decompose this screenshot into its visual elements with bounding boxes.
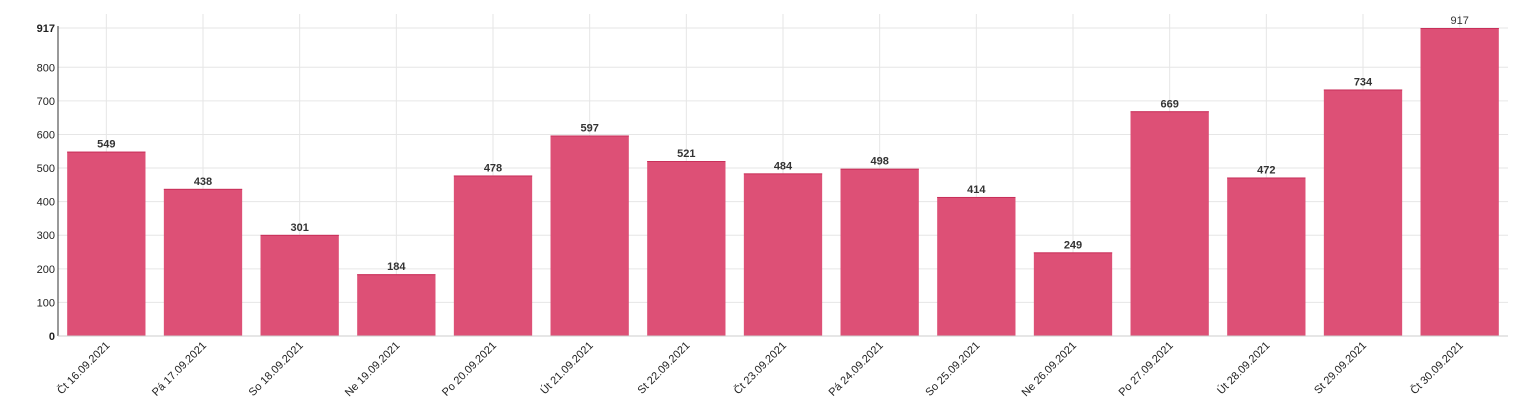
data-label: 669 xyxy=(1160,98,1178,110)
x-tick-label: So 25.09.2021 xyxy=(923,340,982,399)
data-labels-layer: 549 438 301 184 478 597 521 484 498 414 249 669 472 7… xyxy=(97,15,1469,273)
bar[interactable] xyxy=(1033,252,1113,336)
y-tick-label: 500 xyxy=(37,163,55,175)
bar[interactable] xyxy=(1227,177,1306,336)
data-label: 414 xyxy=(967,184,986,196)
x-tick-label: Pá 24.09.2021 xyxy=(827,340,886,399)
x-tick-label: Út 21.09.2021 xyxy=(538,339,596,397)
data-label: 498 xyxy=(870,156,888,168)
data-label: 549 xyxy=(97,139,115,151)
data-label: 484 xyxy=(774,160,793,172)
x-tick-label: Po 27.09.2021 xyxy=(1117,340,1176,399)
x-tick-label: Ne 19.09.2021 xyxy=(343,340,403,400)
x-tick-label: Ne 26.09.2021 xyxy=(1020,340,1080,400)
data-label: 521 xyxy=(677,148,695,160)
bar[interactable] xyxy=(357,274,436,336)
data-label: 249 xyxy=(1064,239,1082,251)
bar[interactable] xyxy=(840,168,919,336)
x-tick-label: Pá 17.09.2021 xyxy=(150,340,209,399)
bar[interactable] xyxy=(260,234,339,336)
x-tick-label: Út 28.09.2021 xyxy=(1214,339,1272,397)
y-tick-label: 917 xyxy=(37,23,55,35)
data-label: 438 xyxy=(194,176,212,188)
data-label: 301 xyxy=(290,222,308,234)
data-label: 184 xyxy=(387,261,406,273)
y-tick-label: 200 xyxy=(37,264,55,276)
bar[interactable] xyxy=(1420,28,1499,336)
bar[interactable] xyxy=(1323,89,1403,336)
bar[interactable] xyxy=(937,196,1016,336)
bar[interactable] xyxy=(743,173,823,336)
x-tick-label: Čt 30.09.2021 xyxy=(1408,339,1466,397)
y-axis: 0 100 200 300 400 500 600 700 800 917 xyxy=(37,23,59,343)
bar[interactable] xyxy=(67,151,146,336)
y-tick-label: 100 xyxy=(37,297,55,309)
data-label: 472 xyxy=(1257,164,1275,176)
bar[interactable] xyxy=(647,161,726,336)
x-axis: Čt 16.09.2021 Pá 17.09.2021 So 18.09.2021 N… xyxy=(54,335,1508,400)
y-tick-label: 700 xyxy=(37,96,55,108)
data-label: 597 xyxy=(580,122,598,134)
x-tick-label: Po 20.09.2021 xyxy=(440,340,499,399)
x-tick-label: So 18.09.2021 xyxy=(247,340,306,399)
x-tick-label: St 22.09.2021 xyxy=(636,340,693,397)
y-tick-label: 400 xyxy=(37,197,55,209)
x-tick-label: Čt 16.09.2021 xyxy=(54,339,112,397)
bars-layer xyxy=(67,28,1499,337)
y-tick-label: 0 xyxy=(49,331,55,343)
bar[interactable] xyxy=(1130,111,1209,337)
x-tick-label: St 29.09.2021 xyxy=(1312,340,1369,397)
y-tick-label: 300 xyxy=(37,230,55,242)
bar[interactable] xyxy=(453,175,533,336)
bar[interactable] xyxy=(163,188,243,336)
data-label: 734 xyxy=(1354,76,1373,88)
y-tick-label: 600 xyxy=(37,129,55,141)
data-label: 917 xyxy=(1450,15,1468,27)
x-tick-label: Čt 23.09.2021 xyxy=(731,339,789,397)
data-label: 478 xyxy=(484,162,502,174)
bar[interactable] xyxy=(550,135,629,336)
y-tick-label: 800 xyxy=(37,62,55,74)
